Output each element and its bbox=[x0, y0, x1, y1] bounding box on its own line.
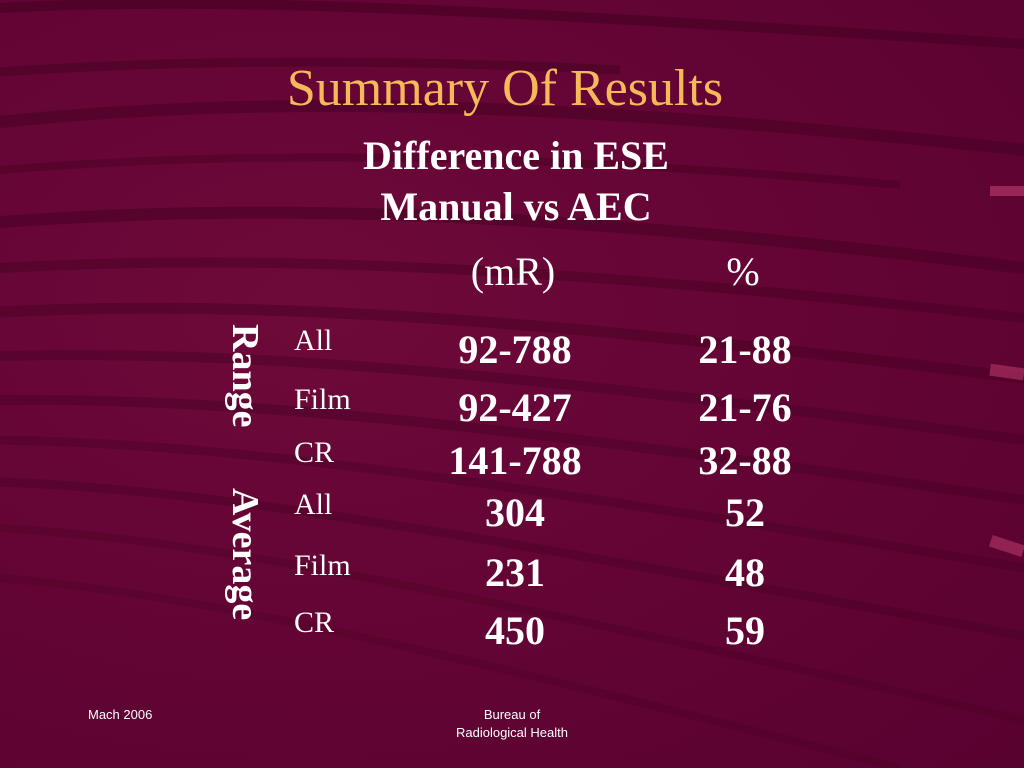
row-label-range-cr: CR bbox=[294, 436, 335, 469]
streak bbox=[0, 350, 1024, 445]
column-header-mr: (mR) bbox=[470, 249, 556, 294]
footer-organization: Bureau of Radiological Health bbox=[412, 706, 612, 742]
streak bbox=[0, 302, 1024, 384]
row-label-range-film: Film bbox=[294, 383, 351, 416]
group-label-range: Range bbox=[224, 324, 266, 428]
column-header-percent: % bbox=[726, 249, 760, 294]
streak bbox=[0, 574, 901, 768]
footer-date: Mach 2006 bbox=[88, 707, 153, 722]
streak bbox=[0, 394, 1024, 505]
row-label-average-film: Film bbox=[294, 549, 351, 582]
streak bbox=[0, 435, 1024, 573]
edge-dash bbox=[989, 363, 1024, 381]
row-label-average-all: All bbox=[294, 488, 333, 521]
row-label-range-all: All bbox=[294, 324, 333, 357]
cell-average-film-mr: 231 bbox=[485, 550, 545, 595]
streak bbox=[0, 257, 1024, 323]
cell-average-all-pct: 52 bbox=[725, 490, 765, 535]
row-label-average-cr: CR bbox=[294, 606, 335, 639]
edge-dash bbox=[988, 535, 1024, 557]
cell-average-cr-mr: 450 bbox=[485, 608, 545, 653]
group-label-average: Average bbox=[224, 488, 266, 621]
footer-org-line2: Radiological Health bbox=[455, 725, 568, 740]
cell-average-all-mr: 304 bbox=[485, 490, 545, 535]
slide-subtitle-line2: Manual vs AEC bbox=[380, 184, 652, 229]
footer-org-line1: Bureau of bbox=[483, 707, 541, 722]
slide-subtitle-line1: Difference in ESE bbox=[363, 133, 669, 178]
streak bbox=[0, 99, 1024, 156]
cell-range-film-mr: 92-427 bbox=[458, 385, 572, 430]
cell-range-cr-pct: 32-88 bbox=[698, 438, 792, 483]
streak bbox=[0, 153, 901, 189]
slide-title: Summary Of Results bbox=[286, 60, 724, 117]
streak bbox=[0, 0, 1024, 49]
cell-average-film-pct: 48 bbox=[725, 550, 765, 595]
streak bbox=[0, 206, 1024, 274]
streak bbox=[0, 524, 1024, 724]
cell-average-cr-pct: 59 bbox=[725, 608, 765, 653]
cell-range-film-pct: 21-76 bbox=[698, 385, 792, 430]
edge-dash bbox=[990, 186, 1024, 196]
cell-range-all-mr: 92-788 bbox=[458, 327, 572, 372]
cell-range-all-pct: 21-88 bbox=[698, 327, 792, 372]
streak bbox=[0, 477, 1024, 641]
streak bbox=[0, 57, 621, 77]
cell-range-cr-mr: 141-788 bbox=[448, 438, 582, 483]
